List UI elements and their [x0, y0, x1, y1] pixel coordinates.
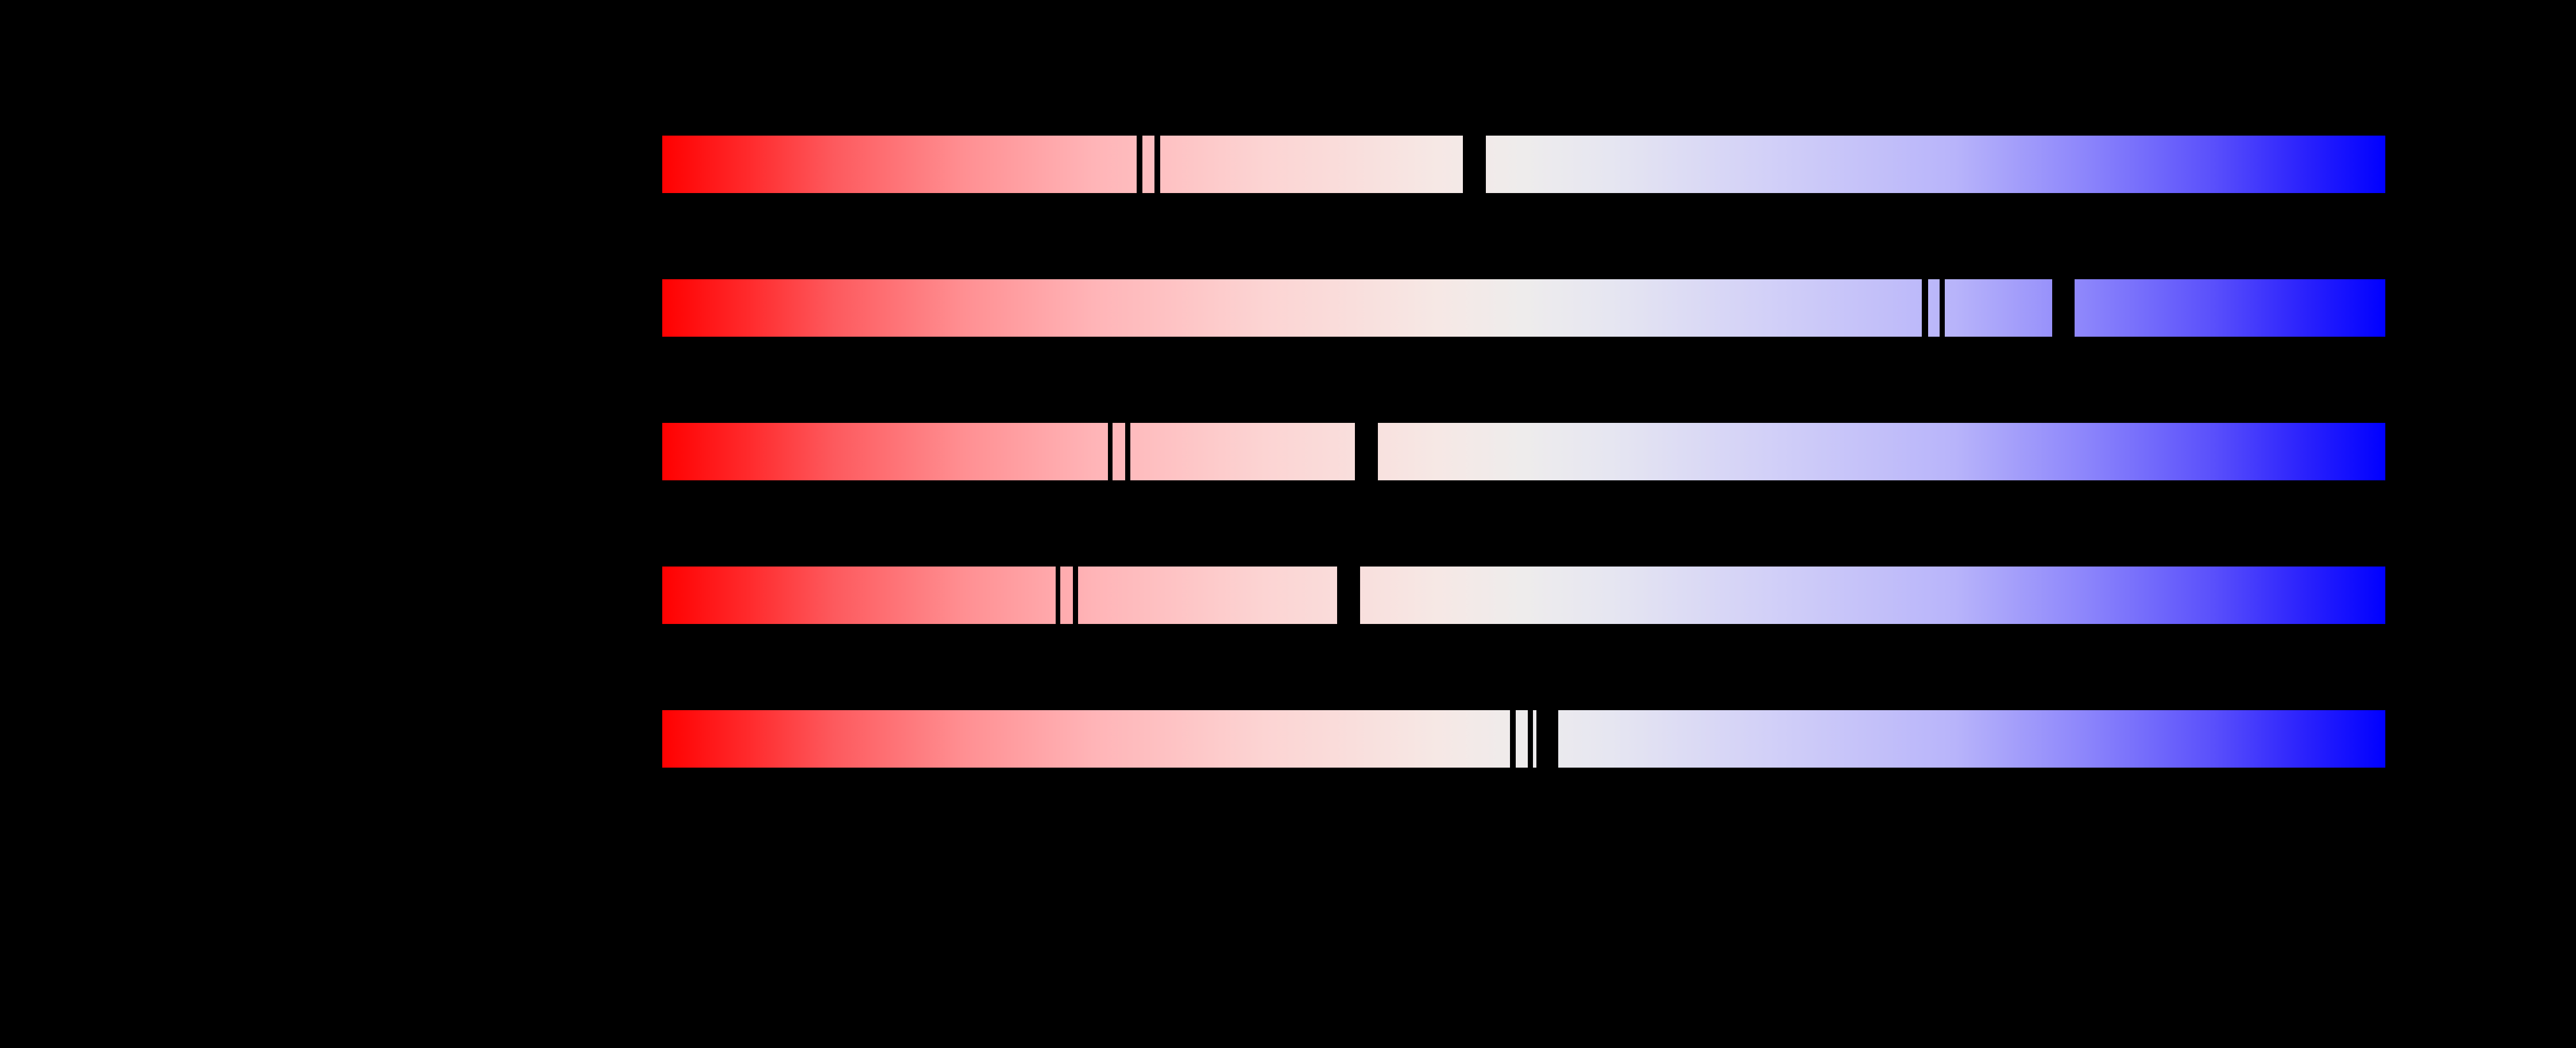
thin-tick-marker [1940, 279, 1945, 337]
thin-tick-marker [1056, 567, 1060, 624]
thin-tick-marker [1125, 423, 1130, 480]
gradient-bar-4 [662, 567, 2385, 624]
gradient-bar-2 [662, 279, 2385, 337]
gradient-bar-5 [662, 710, 2385, 768]
thin-tick-marker [1073, 567, 1078, 624]
thin-tick-marker [1108, 423, 1113, 480]
thick-gap-marker [1337, 567, 1360, 624]
thin-tick-marker [1922, 279, 1928, 337]
thin-tick-marker [1154, 136, 1160, 193]
thick-gap-marker [2052, 279, 2075, 337]
gradient-bar-3 [662, 423, 2385, 480]
thick-gap-marker [1355, 423, 1378, 480]
thin-tick-marker [1137, 136, 1142, 193]
thin-tick-marker [1510, 710, 1516, 768]
thick-gap-marker [1536, 710, 1558, 768]
gradient-bar-1 [662, 136, 2385, 193]
thick-gap-marker [1463, 136, 1486, 193]
thin-tick-marker [1528, 710, 1533, 768]
